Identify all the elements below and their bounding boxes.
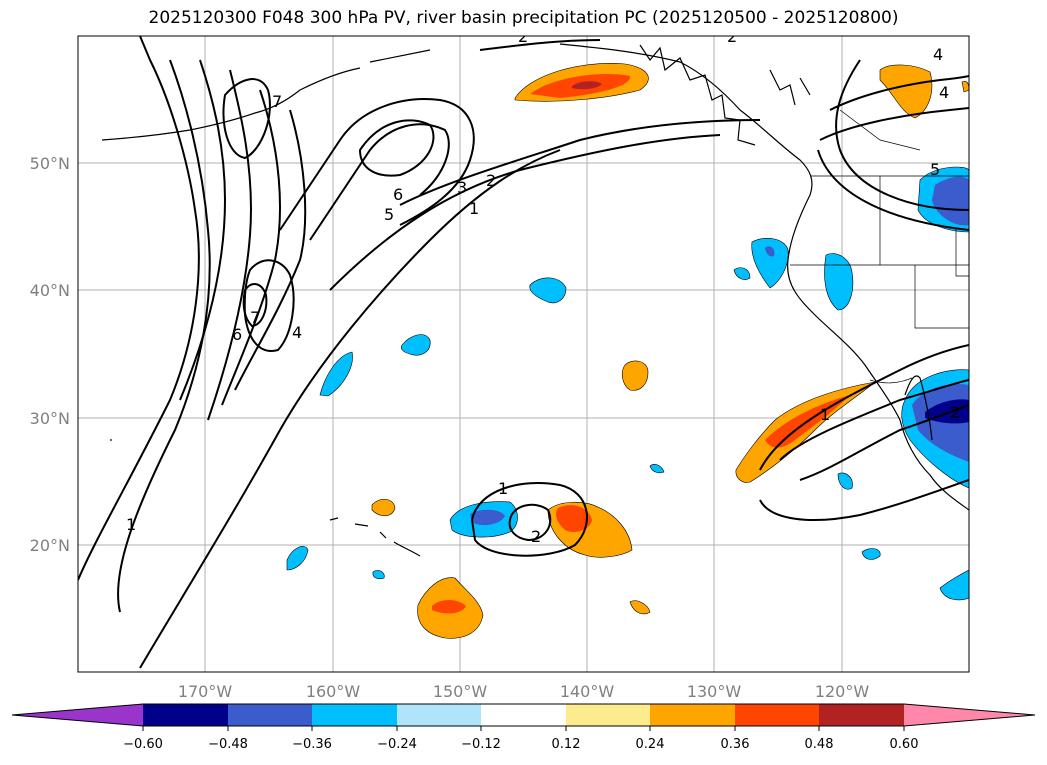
contour-label: 1 [820, 405, 830, 424]
contour-label: 6 [393, 185, 403, 204]
contour-label: 4 [939, 83, 949, 102]
lon-label: 150°W [433, 682, 488, 701]
colorbar-tick-label: 0.24 [636, 737, 665, 752]
lon-label: 160°W [306, 682, 361, 701]
map-frame [77, 35, 970, 673]
lat-label: 40°N [30, 281, 70, 300]
pv-contours [78, 36, 969, 669]
contour-label: 2 [531, 527, 541, 546]
lat-label: 20°N [30, 536, 70, 555]
contour-label: 4 [933, 45, 943, 64]
colorbar-tick-label: 0.60 [890, 737, 919, 752]
shade-ca-offshore [751, 237, 789, 289]
lon-label: 140°W [560, 682, 615, 701]
coastlines [101, 43, 969, 511]
colorbar-segment [12, 704, 143, 726]
colorbar-tick-label: −0.60 [123, 737, 163, 752]
colorbar-segment [819, 704, 904, 726]
colorbar-segment [904, 704, 1035, 726]
contour-label: 6 [232, 325, 242, 344]
colorbar-segment [481, 704, 566, 726]
lon-label: 120°W [815, 682, 870, 701]
longitude-labels: 170°W 160°W 150°W 140°W 130°W 120°W [178, 682, 870, 701]
contour-label: 2 [950, 403, 960, 422]
contour-label: 2 [486, 171, 496, 190]
shade-bc-coast [879, 64, 933, 119]
colorbar-tick-label: −0.12 [461, 737, 501, 752]
precip-shading [286, 63, 969, 639]
contour-label: 1 [126, 515, 136, 534]
colorbar-segment [228, 704, 312, 726]
shade-subtropical-plume [735, 381, 877, 483]
gridlines [78, 36, 969, 672]
contour-label: 5 [384, 205, 394, 224]
map-title: 2025120300 F048 300 hPa PV, river basin … [148, 8, 899, 28]
colorbar-segment [143, 704, 228, 726]
contour-label: 4 [292, 323, 302, 342]
colorbar-tick-label: −0.24 [377, 737, 417, 752]
colorbar-tick-label: 0.12 [552, 737, 581, 752]
lat-label: 30°N [30, 409, 70, 428]
contour-label: 5 [930, 160, 940, 179]
latitude-labels: 50°N 40°N 30°N 20°N [30, 154, 70, 555]
contour-label: 1 [469, 199, 479, 218]
borders [790, 109, 969, 384]
lon-label: 170°W [178, 682, 233, 701]
colorbar-segment [397, 704, 481, 726]
contour-label: 7 [272, 92, 282, 111]
contour-label: 7 [250, 308, 260, 327]
contour-label: 2 [727, 27, 737, 46]
colorbar-segment [735, 704, 819, 726]
contour-label: 2 [518, 27, 528, 46]
map-panel [78, 36, 969, 672]
contour-label: 1 [498, 479, 508, 498]
colorbar-tick-label: 0.36 [721, 737, 750, 752]
colorbar-segment [566, 704, 650, 726]
colorbar-tick-label: −0.48 [208, 737, 248, 752]
colorbar: −0.60 −0.48 −0.36 −0.24 −0.12 0.12 0.24 … [11, 703, 1036, 752]
lat-label: 50°N [30, 154, 70, 173]
contour-label: 3 [457, 178, 467, 197]
colorbar-ticks [142, 726, 905, 731]
lon-label: 130°W [687, 682, 742, 701]
colorbar-tick-label: 0.48 [805, 737, 834, 752]
colorbar-segment [650, 704, 735, 726]
colorbar-tick-label: −0.36 [292, 737, 332, 752]
contour-labels: 1 2 3 4 5 6 7 1 2 6 7 4 1 2 1 2 4 5 2 [126, 27, 960, 546]
colorbar-segment [312, 704, 397, 726]
islands [110, 439, 421, 557]
